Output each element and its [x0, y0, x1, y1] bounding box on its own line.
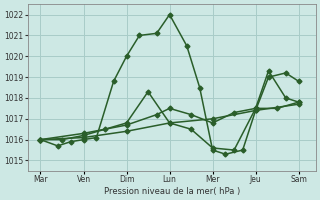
X-axis label: Pression niveau de la mer( hPa ): Pression niveau de la mer( hPa ) — [104, 187, 240, 196]
